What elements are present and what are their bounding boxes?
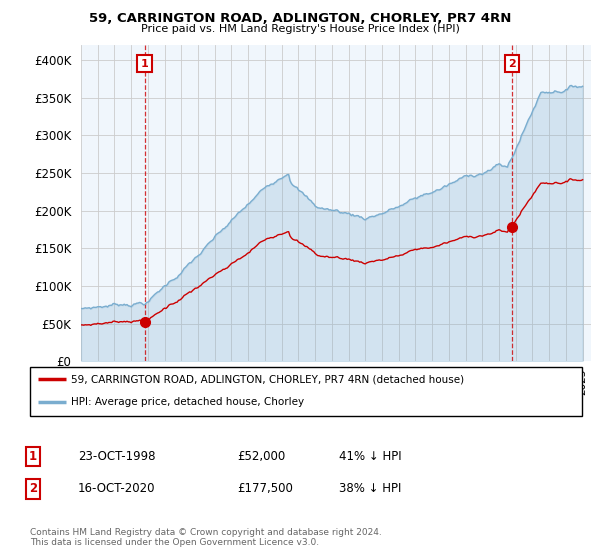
Text: £177,500: £177,500 — [237, 482, 293, 496]
Text: 59, CARRINGTON ROAD, ADLINGTON, CHORLEY, PR7 4RN (detached house): 59, CARRINGTON ROAD, ADLINGTON, CHORLEY,… — [71, 374, 464, 384]
Text: 16-OCT-2020: 16-OCT-2020 — [78, 482, 155, 496]
Text: £52,000: £52,000 — [237, 450, 285, 463]
Text: 1: 1 — [141, 59, 149, 69]
Text: 23-OCT-1998: 23-OCT-1998 — [78, 450, 155, 463]
Text: 38% ↓ HPI: 38% ↓ HPI — [339, 482, 401, 496]
Text: Contains HM Land Registry data © Crown copyright and database right 2024.
This d: Contains HM Land Registry data © Crown c… — [30, 528, 382, 547]
Text: 2: 2 — [29, 482, 37, 496]
Text: 41% ↓ HPI: 41% ↓ HPI — [339, 450, 401, 463]
Text: 2: 2 — [508, 59, 516, 69]
Text: 1: 1 — [29, 450, 37, 463]
Text: Price paid vs. HM Land Registry's House Price Index (HPI): Price paid vs. HM Land Registry's House … — [140, 24, 460, 34]
Text: HPI: Average price, detached house, Chorley: HPI: Average price, detached house, Chor… — [71, 397, 305, 407]
Text: 59, CARRINGTON ROAD, ADLINGTON, CHORLEY, PR7 4RN: 59, CARRINGTON ROAD, ADLINGTON, CHORLEY,… — [89, 12, 511, 25]
